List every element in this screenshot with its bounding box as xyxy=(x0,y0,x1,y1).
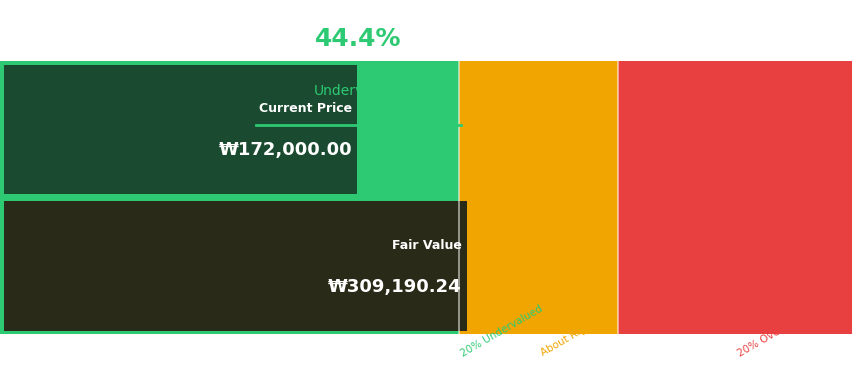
Bar xyxy=(4,65,356,194)
Text: Current Price: Current Price xyxy=(259,102,352,115)
Text: 20% Undervalued: 20% Undervalued xyxy=(458,303,544,358)
Text: Fair Value: Fair Value xyxy=(391,239,461,252)
Text: ₩309,190.24: ₩309,190.24 xyxy=(327,278,461,296)
Text: 44.4%: 44.4% xyxy=(314,27,401,51)
Text: ₩172,000.00: ₩172,000.00 xyxy=(218,141,352,159)
Text: 20% Overvalued: 20% Overvalued xyxy=(734,306,815,358)
Bar xyxy=(458,61,618,334)
Text: Undervalued: Undervalued xyxy=(314,84,402,98)
Bar xyxy=(4,201,467,331)
Bar xyxy=(0,61,458,334)
Bar xyxy=(618,61,852,334)
Text: About Right: About Right xyxy=(538,319,596,358)
